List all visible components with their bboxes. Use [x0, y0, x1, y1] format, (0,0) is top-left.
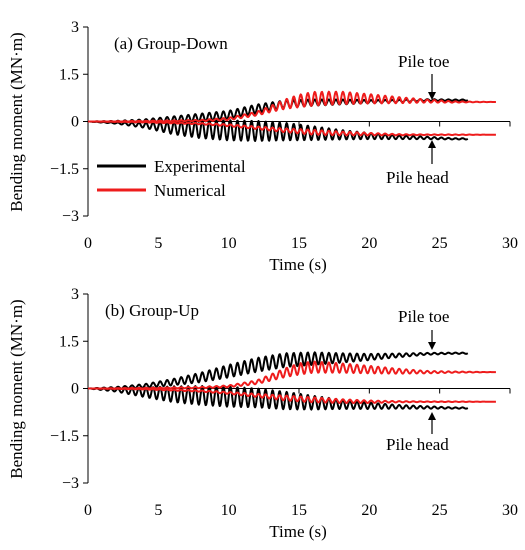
series-line-numerical-pile-head [87, 120, 497, 137]
legend: Experimental Numerical [97, 157, 246, 200]
y-tick-label: 0 [71, 381, 79, 398]
y-axis-label: Bending moment (MN·m) [7, 32, 26, 211]
x-tick-label: 25 [432, 235, 448, 252]
legend-label-experimental: Experimental [154, 157, 246, 176]
annotation-label: Pile toe [398, 307, 449, 326]
arrow-head [428, 342, 436, 350]
y-tick-label: −3 [62, 208, 79, 225]
arrow-head [428, 412, 436, 420]
y-tick-label: 0 [71, 114, 79, 131]
x-tick-label: 20 [361, 235, 377, 252]
x-tick-label: 5 [154, 235, 162, 252]
y-tick-label: 3 [71, 286, 79, 303]
y-tick-label: 1.5 [59, 333, 79, 350]
axes: 3 1.5 0 −1.5 −3 0 5 10 15 20 25 30 [50, 286, 518, 519]
axes: 3 1.5 0 −1.5 −3 0 5 10 15 20 25 30 [50, 19, 518, 252]
x-tick-label: 30 [502, 235, 518, 252]
annotation-pile-toe: Pile toe [398, 307, 449, 350]
x-tick-label: 20 [361, 502, 377, 519]
x-tick-label: 0 [84, 235, 92, 252]
y-tick-label: −3 [62, 475, 79, 492]
x-tick-label: 5 [154, 502, 162, 519]
legend-label-numerical: Numerical [154, 181, 226, 200]
x-tick-label: 25 [432, 502, 448, 519]
annotation-label: Pile head [386, 435, 449, 454]
x-axis-label: Time (s) [269, 255, 326, 274]
y-axis-label: Bending moment (MN·m) [7, 299, 26, 478]
x-tick-label: 15 [291, 502, 307, 519]
annotation-label: Pile toe [398, 52, 449, 71]
x-axis-label: Time (s) [269, 522, 326, 541]
series-line-numerical-pile-head [87, 387, 497, 404]
x-tick-label: 30 [502, 502, 518, 519]
x-tick-label: 10 [221, 235, 237, 252]
panel-title: (a) Group-Down [114, 34, 228, 53]
series-line-numerical-pile-toe [87, 90, 497, 123]
annotation-pile-head: Pile head [386, 140, 449, 187]
y-tick-label: −1.5 [50, 161, 79, 178]
series-line-experimental-pile-toe [87, 351, 469, 390]
panel-group-down: (a) Group-Down Bending moment (MN·m) Tim… [7, 19, 518, 274]
x-tick-label: 0 [84, 502, 92, 519]
annotation-pile-head: Pile head [386, 412, 449, 454]
panel-title: (b) Group-Up [105, 301, 199, 320]
x-tick-label: 10 [221, 502, 237, 519]
arrow-head [428, 140, 436, 148]
x-tick-label: 15 [291, 235, 307, 252]
y-tick-label: 1.5 [59, 66, 79, 83]
y-tick-label: −1.5 [50, 428, 79, 445]
series-line-numerical-pile-toe [87, 360, 497, 390]
annotation-label: Pile head [386, 168, 449, 187]
series-line-experimental-pile-head [87, 119, 469, 142]
y-tick-label: 3 [71, 19, 79, 36]
series-line-experimental-pile-head [87, 385, 469, 411]
arrow-head [428, 92, 436, 100]
annotation-pile-toe: Pile toe [398, 52, 449, 100]
panel-group-up: (b) Group-Up Bending moment (MN·m) Time … [7, 286, 518, 541]
